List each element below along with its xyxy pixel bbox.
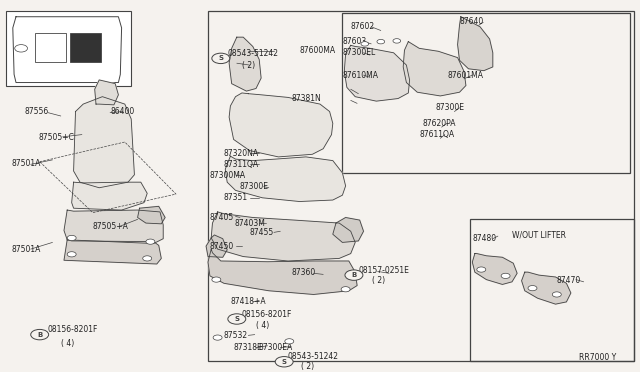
Bar — [470, 219, 634, 360]
Text: 87320NA: 87320NA — [223, 149, 259, 158]
Polygon shape — [64, 210, 163, 244]
Text: 87610MA: 87610MA — [342, 71, 378, 80]
Text: 87318E: 87318E — [234, 343, 262, 352]
Circle shape — [275, 356, 293, 367]
Polygon shape — [206, 235, 227, 257]
Circle shape — [143, 256, 152, 261]
Text: RR7000 Y: RR7000 Y — [579, 353, 616, 362]
Text: 87480: 87480 — [472, 234, 497, 243]
Text: 87501A: 87501A — [12, 245, 41, 254]
Text: 87300EL: 87300EL — [342, 48, 376, 57]
Polygon shape — [138, 206, 165, 224]
Text: 87300E: 87300E — [435, 103, 464, 112]
Text: 87403M: 87403M — [235, 219, 266, 228]
Polygon shape — [522, 272, 571, 304]
Text: 87418+A: 87418+A — [230, 297, 266, 307]
Circle shape — [377, 39, 385, 44]
Polygon shape — [95, 80, 118, 105]
Text: 87603: 87603 — [342, 37, 367, 46]
Text: 87505+C: 87505+C — [38, 133, 74, 142]
Text: 87620PA: 87620PA — [422, 119, 456, 128]
Text: S: S — [234, 316, 239, 322]
Text: 87381N: 87381N — [291, 94, 321, 103]
Text: 87455: 87455 — [250, 228, 274, 237]
Bar — [342, 13, 630, 173]
Circle shape — [528, 286, 537, 291]
Polygon shape — [72, 182, 147, 210]
Text: 87556: 87556 — [24, 107, 49, 116]
Text: 87311QA: 87311QA — [223, 160, 259, 169]
Circle shape — [212, 277, 221, 282]
Polygon shape — [229, 37, 261, 91]
Text: ( 2): ( 2) — [242, 61, 255, 70]
Circle shape — [477, 267, 486, 272]
Text: 87600MA: 87600MA — [300, 46, 335, 55]
Polygon shape — [344, 45, 410, 101]
Text: 87351: 87351 — [223, 193, 248, 202]
Text: 87300MA: 87300MA — [209, 171, 245, 180]
Circle shape — [213, 335, 222, 340]
Polygon shape — [64, 240, 161, 264]
Polygon shape — [208, 249, 357, 295]
Text: 87405: 87405 — [209, 213, 234, 222]
Polygon shape — [74, 97, 134, 188]
Text: 87450: 87450 — [209, 242, 234, 251]
Text: ( 4): ( 4) — [61, 339, 74, 349]
Bar — [208, 11, 634, 360]
Circle shape — [146, 239, 155, 244]
Text: S: S — [218, 55, 223, 61]
Polygon shape — [225, 156, 346, 202]
Polygon shape — [229, 93, 333, 157]
Text: 87640: 87640 — [460, 17, 484, 26]
Text: 87602: 87602 — [351, 22, 375, 31]
Polygon shape — [458, 17, 493, 71]
Circle shape — [393, 39, 401, 43]
Polygon shape — [333, 218, 364, 243]
Polygon shape — [403, 42, 466, 96]
Text: 87532: 87532 — [223, 331, 248, 340]
Polygon shape — [211, 212, 355, 261]
Text: ( 2): ( 2) — [301, 362, 314, 371]
Text: W/OUT LIFTER: W/OUT LIFTER — [512, 231, 566, 240]
Circle shape — [501, 273, 510, 279]
Text: 08157-0251E: 08157-0251E — [358, 266, 409, 275]
Bar — [70, 33, 101, 62]
Text: 08156-8201F: 08156-8201F — [242, 310, 292, 319]
Text: 08543-51242: 08543-51242 — [288, 352, 339, 361]
Text: 87360: 87360 — [291, 268, 316, 277]
Text: 87505+A: 87505+A — [93, 222, 129, 231]
Polygon shape — [13, 17, 122, 83]
Text: B: B — [37, 331, 42, 338]
Circle shape — [228, 314, 246, 324]
Polygon shape — [472, 254, 517, 285]
Text: B: B — [351, 272, 356, 278]
Text: 87470: 87470 — [557, 276, 581, 285]
Circle shape — [15, 45, 28, 52]
Text: ( 2): ( 2) — [372, 276, 386, 285]
Bar — [35, 33, 66, 62]
Circle shape — [212, 53, 230, 64]
Circle shape — [285, 339, 294, 344]
Circle shape — [67, 252, 76, 257]
Text: 86400: 86400 — [110, 107, 134, 116]
Circle shape — [345, 270, 363, 280]
Text: 87601MA: 87601MA — [448, 71, 484, 80]
Text: S: S — [282, 359, 287, 365]
Circle shape — [361, 42, 369, 46]
Bar — [6, 11, 131, 86]
Text: 08156-8201F: 08156-8201F — [48, 324, 99, 334]
Circle shape — [31, 330, 49, 340]
Circle shape — [341, 287, 350, 292]
Text: 87611QA: 87611QA — [419, 130, 454, 139]
Circle shape — [552, 292, 561, 297]
Text: 87501A: 87501A — [12, 159, 41, 168]
Text: ( 4): ( 4) — [256, 321, 269, 330]
Text: 08543-51242: 08543-51242 — [227, 49, 278, 58]
Text: 87300EA: 87300EA — [259, 343, 293, 352]
Text: 87300E: 87300E — [239, 182, 268, 191]
Circle shape — [67, 235, 76, 241]
